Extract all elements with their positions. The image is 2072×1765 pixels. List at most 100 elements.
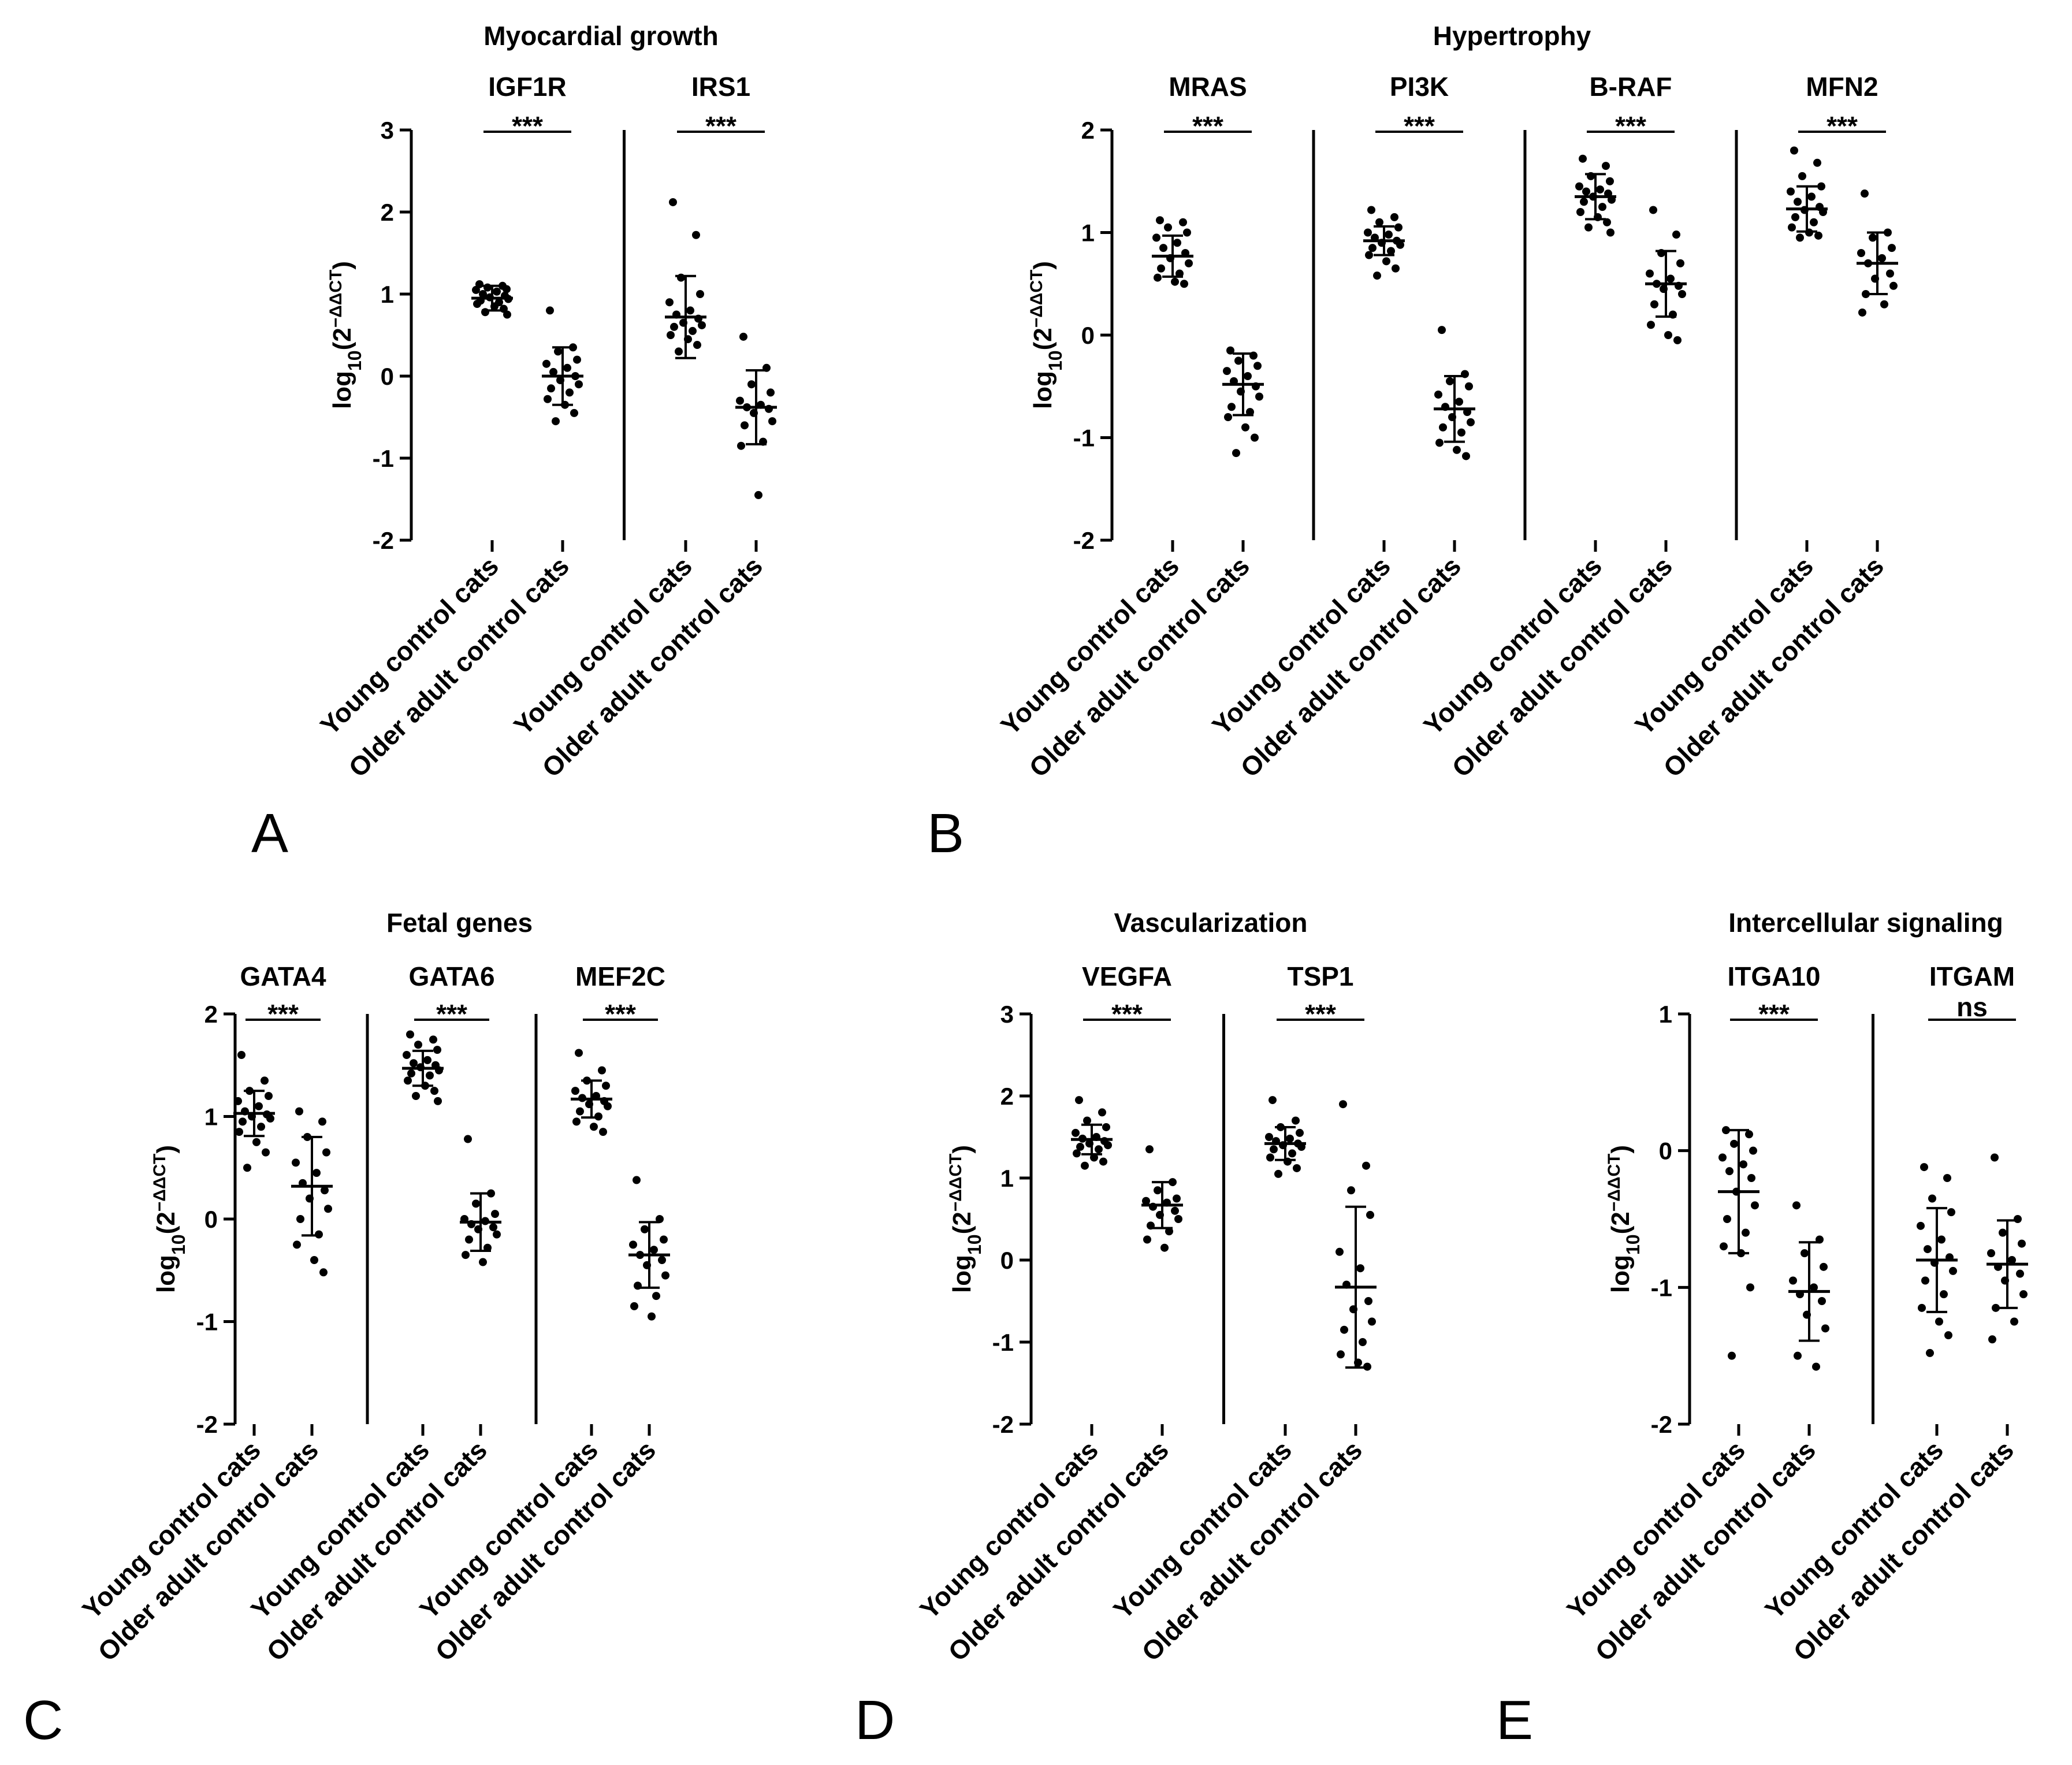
data-point bbox=[1818, 1297, 1826, 1305]
data-point bbox=[570, 408, 578, 417]
data-point bbox=[1722, 1126, 1730, 1135]
data-point bbox=[1579, 154, 1587, 163]
young-group: Young control cats bbox=[1561, 1126, 1759, 1625]
data-point bbox=[660, 1235, 668, 1244]
data-point bbox=[1723, 1215, 1731, 1223]
data-point bbox=[479, 1258, 487, 1266]
data-point bbox=[1270, 1145, 1278, 1154]
data-point bbox=[1253, 362, 1262, 370]
data-point bbox=[1742, 1228, 1750, 1237]
data-point bbox=[423, 1056, 431, 1064]
significance-label: *** bbox=[436, 999, 467, 1029]
data-point bbox=[433, 1046, 441, 1054]
data-point bbox=[296, 1215, 304, 1223]
data-point bbox=[1810, 218, 1818, 226]
data-point bbox=[1104, 1141, 1112, 1150]
y-tick-label: 0 bbox=[1081, 322, 1095, 349]
data-point bbox=[1751, 1201, 1759, 1210]
data-point bbox=[1596, 185, 1604, 194]
data-point bbox=[1368, 1317, 1376, 1326]
y-axis-label-part: 10 bbox=[964, 1234, 985, 1255]
data-point bbox=[1286, 1134, 1294, 1143]
gene-label: GATA6 bbox=[408, 961, 494, 991]
data-point bbox=[1269, 1096, 1277, 1105]
y-axis-label-part: ) bbox=[1606, 1145, 1635, 1154]
data-point bbox=[1347, 1186, 1355, 1195]
data-point bbox=[489, 1223, 497, 1232]
data-point bbox=[571, 1087, 579, 1095]
data-point bbox=[1817, 182, 1825, 191]
panel-B: Hypertrophy210-1-2log10(2−ΔΔCT)MRAS***Yo… bbox=[927, 21, 1898, 864]
data-point bbox=[658, 1256, 666, 1264]
data-point bbox=[1749, 1146, 1757, 1155]
data-point bbox=[1575, 182, 1583, 191]
data-point bbox=[1467, 418, 1475, 426]
data-point bbox=[1794, 198, 1802, 206]
data-point bbox=[573, 355, 581, 364]
y-tick-label: 0 bbox=[381, 363, 394, 390]
data-point bbox=[237, 1051, 245, 1059]
data-point bbox=[1142, 1197, 1150, 1205]
data-point bbox=[472, 285, 480, 294]
data-point bbox=[2018, 1239, 2026, 1248]
data-point bbox=[1244, 372, 1252, 380]
data-point bbox=[1672, 231, 1680, 239]
y-tick-label: 2 bbox=[204, 1001, 218, 1028]
data-point bbox=[1888, 244, 1896, 252]
y-tick-label: 2 bbox=[381, 199, 394, 226]
data-point bbox=[544, 395, 552, 403]
significance-label: *** bbox=[1305, 999, 1336, 1029]
data-point bbox=[1179, 218, 1187, 226]
data-point bbox=[1988, 1335, 1996, 1344]
data-point bbox=[1435, 439, 1444, 447]
data-point bbox=[1081, 1161, 1089, 1170]
data-point bbox=[2016, 1269, 2024, 1278]
y-axis-label: log10(2−ΔΔCT) bbox=[1027, 261, 1066, 409]
data-point bbox=[472, 1199, 480, 1208]
data-point bbox=[1266, 1153, 1274, 1162]
y-tick-label: 2 bbox=[1000, 1083, 1014, 1110]
data-point bbox=[1746, 1283, 1754, 1292]
data-point bbox=[1224, 413, 1232, 421]
data-point bbox=[1251, 433, 1259, 442]
y-tick-label: -1 bbox=[373, 445, 394, 472]
data-point bbox=[692, 231, 700, 239]
data-point bbox=[669, 198, 677, 206]
data-point bbox=[1789, 1276, 1797, 1285]
y-axis-label-part: ) bbox=[948, 1145, 976, 1154]
y-tick-label: 1 bbox=[1081, 220, 1095, 247]
data-point bbox=[1090, 1153, 1098, 1162]
data-point bbox=[1807, 192, 1816, 201]
data-point bbox=[1159, 244, 1167, 252]
data-point bbox=[1293, 1164, 1301, 1172]
data-point bbox=[1164, 223, 1172, 232]
data-point bbox=[1095, 1145, 1103, 1154]
y-axis-label: log10(2−ΔΔCT) bbox=[150, 1145, 189, 1293]
data-point bbox=[412, 1092, 420, 1100]
data-point bbox=[407, 1069, 415, 1077]
data-point bbox=[1394, 223, 1403, 232]
data-point bbox=[1992, 1303, 2000, 1312]
y-axis-label-part: 10 bbox=[1623, 1234, 1643, 1255]
data-point bbox=[1787, 187, 1795, 196]
data-point bbox=[1387, 247, 1395, 255]
data-point bbox=[698, 321, 706, 329]
data-point bbox=[1083, 1116, 1091, 1125]
data-point bbox=[741, 421, 749, 430]
y-tick-label: 1 bbox=[381, 281, 394, 308]
y-axis-label-part: ) bbox=[152, 1145, 180, 1154]
data-point bbox=[1185, 259, 1193, 267]
data-point bbox=[1173, 239, 1181, 247]
data-point bbox=[1174, 1215, 1182, 1223]
data-point bbox=[1160, 1243, 1169, 1252]
panel-letter: D bbox=[855, 1689, 895, 1751]
gene-label: MRAS bbox=[1169, 72, 1247, 102]
data-point bbox=[479, 290, 487, 298]
data-point bbox=[1676, 259, 1684, 267]
panel-C: Fetal genes210-1-2log10(2−ΔΔCT)GATA4***Y… bbox=[23, 908, 670, 1751]
data-point bbox=[566, 388, 574, 397]
y-axis-label: log10(2−ΔΔCT) bbox=[1605, 1145, 1644, 1293]
data-point bbox=[1367, 206, 1375, 214]
